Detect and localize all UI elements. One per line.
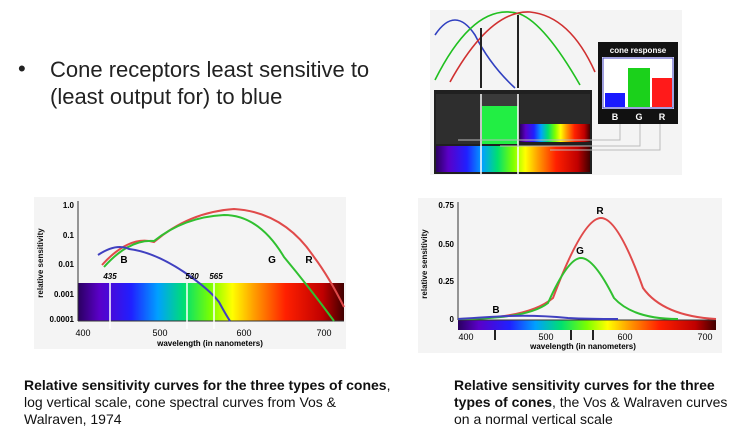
caption-right: Relative sensitivity curves for the thre…	[454, 377, 744, 428]
log-xtick-0: 400	[75, 328, 90, 338]
response-bar-b	[605, 93, 625, 107]
log-ytick-4: 0.0001	[50, 315, 75, 324]
log-ytick-1: 0.1	[63, 231, 75, 240]
log-xtick-1: 500	[152, 328, 167, 338]
figure-blue-curve	[434, 19, 516, 89]
lin-label-g: G	[576, 246, 584, 257]
log-ytick-2: 0.01	[58, 260, 74, 269]
lin-xlabel: wavelength (in nanometers)	[529, 342, 636, 351]
lin-xtick-3: 700	[697, 332, 712, 342]
log-xtick-3: 700	[316, 328, 331, 338]
caption-right-rest: , the Vos & Walraven curves on a normal …	[454, 394, 728, 427]
bar-label-b: B	[612, 112, 619, 122]
bullet-glyph: •	[18, 56, 26, 81]
figure-green-curve	[434, 11, 581, 86]
response-bar-r	[652, 78, 672, 107]
cone-response-title: cone response	[610, 46, 667, 55]
log-ylabel: relative sensitivity	[36, 228, 45, 298]
log-xlabel: wavelength (in nanometers)	[156, 339, 263, 348]
marker-530: 530	[185, 272, 199, 281]
lin-red-curve	[457, 216, 717, 320]
cone-response-figure: cone response B G R	[430, 10, 682, 175]
bullet-text: Cone receptors least sensitive to (least…	[50, 57, 370, 109]
linear-sensitivity-chart: relative sensitivity 0.75 0.50 0.25 0 B …	[418, 198, 722, 353]
log-xtick-2: 600	[236, 328, 251, 338]
bar-label-g: G	[635, 112, 642, 122]
caption-left-rest: , log vertical scale, cone spectral curv…	[24, 377, 391, 427]
log-label-g: G	[268, 255, 276, 266]
log-ytick-0: 1.0	[63, 201, 75, 210]
log-ytick-3: 0.001	[54, 290, 75, 299]
marker-435: 435	[102, 272, 117, 281]
log-green-curve	[103, 213, 335, 322]
lin-green-curve	[457, 256, 679, 320]
log-blue-curve	[97, 246, 231, 322]
figure-red-curve	[449, 11, 596, 83]
lin-ytick-2: 0.25	[438, 277, 454, 286]
lin-xtick-1: 500	[538, 332, 553, 342]
log-sensitivity-chart: relative sensitivity 1.0 0.1 0.01 0.001 …	[34, 197, 346, 349]
log-label-b: B	[120, 255, 127, 266]
lin-ytick-1: 0.50	[438, 240, 454, 249]
lin-xtick-2: 600	[617, 332, 632, 342]
lin-ytick-3: 0	[450, 315, 455, 324]
caption-left-bold: Relative sensitivity curves for the thre…	[24, 377, 387, 393]
caption-left: Relative sensitivity curves for the thre…	[24, 377, 394, 428]
lin-ytick-0: 0.75	[438, 201, 454, 210]
lin-ylabel: relative sensitivity	[420, 229, 429, 299]
marker-565: 565	[209, 272, 223, 281]
lin-label-b: B	[492, 305, 499, 316]
lin-xtick-0: 400	[458, 332, 473, 342]
log-label-r: R	[305, 255, 313, 266]
bar-label-r: R	[659, 112, 666, 122]
lin-label-r: R	[596, 206, 604, 217]
caption-right-bold: Relative sensitivity curves for the thre…	[454, 377, 715, 410]
lin-blue-curve	[457, 314, 619, 320]
response-bar-g	[628, 68, 650, 107]
